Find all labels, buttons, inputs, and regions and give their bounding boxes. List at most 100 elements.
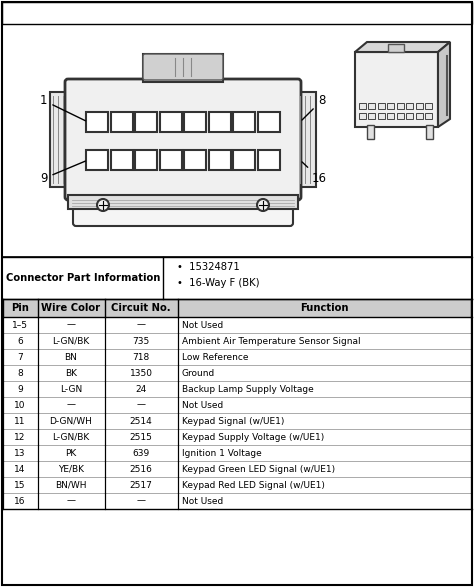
Bar <box>184 150 206 170</box>
Bar <box>416 103 423 109</box>
Bar <box>68 195 298 209</box>
Text: Ground: Ground <box>182 369 215 377</box>
Text: 2514: 2514 <box>129 417 152 426</box>
Text: BN: BN <box>64 353 77 362</box>
FancyBboxPatch shape <box>73 204 293 226</box>
Bar <box>407 113 413 119</box>
Bar <box>160 150 182 170</box>
Text: —: — <box>66 400 75 410</box>
Text: Keypad Green LED Signal (w/UE1): Keypad Green LED Signal (w/UE1) <box>182 464 335 474</box>
Text: BN/WH: BN/WH <box>55 481 87 490</box>
Circle shape <box>257 199 269 211</box>
Bar <box>426 103 432 109</box>
Bar <box>368 113 375 119</box>
Bar <box>359 113 366 119</box>
Bar <box>209 150 231 170</box>
Bar <box>50 92 72 187</box>
Text: —: — <box>137 321 146 329</box>
Text: 10: 10 <box>14 400 26 410</box>
Text: Ambient Air Temperature Sensor Signal: Ambient Air Temperature Sensor Signal <box>182 336 361 346</box>
Bar <box>2 24 472 257</box>
Text: 6: 6 <box>17 336 23 346</box>
Text: 15: 15 <box>14 481 26 490</box>
Bar <box>2 2 472 24</box>
Polygon shape <box>355 42 450 52</box>
Text: 12: 12 <box>14 433 26 441</box>
Text: 639: 639 <box>132 448 150 457</box>
Text: 2517: 2517 <box>129 481 153 490</box>
Text: PK: PK <box>65 448 77 457</box>
Bar <box>359 103 366 109</box>
Text: 11: 11 <box>14 417 26 426</box>
Text: Low Reference: Low Reference <box>182 353 248 362</box>
Text: 8: 8 <box>17 369 23 377</box>
Text: D-GN/WH: D-GN/WH <box>50 417 92 426</box>
Text: Not Used: Not Used <box>182 497 223 505</box>
Bar <box>397 113 404 119</box>
Bar <box>368 103 375 109</box>
Bar <box>160 112 182 132</box>
Bar <box>233 150 255 170</box>
Text: L-GN/BK: L-GN/BK <box>52 433 90 441</box>
Text: •  15324871: • 15324871 <box>177 262 240 272</box>
Bar <box>367 125 374 139</box>
Bar <box>2 299 472 317</box>
Text: 9: 9 <box>17 384 23 393</box>
Text: —: — <box>66 321 75 329</box>
Text: 735: 735 <box>132 336 150 346</box>
Text: 14: 14 <box>14 464 26 474</box>
Text: 1: 1 <box>40 94 85 121</box>
Bar <box>233 112 255 132</box>
Text: •  16-Way F (BK): • 16-Way F (BK) <box>177 278 259 288</box>
Bar <box>135 150 157 170</box>
Text: Inside Rearview Mirror: Inside Rearview Mirror <box>171 6 303 19</box>
Bar <box>388 103 394 109</box>
Text: 1–5: 1–5 <box>12 321 28 329</box>
Bar <box>355 52 438 127</box>
Bar <box>378 103 385 109</box>
Text: 8: 8 <box>302 94 325 120</box>
Text: Connector Part Information: Connector Part Information <box>6 273 161 283</box>
Text: 9: 9 <box>40 161 85 185</box>
Bar <box>258 112 280 132</box>
Text: —: — <box>137 497 146 505</box>
Bar <box>426 113 432 119</box>
Bar <box>416 113 423 119</box>
Polygon shape <box>438 42 450 127</box>
Text: Function: Function <box>300 303 348 313</box>
Bar <box>426 125 433 139</box>
Bar <box>294 92 316 187</box>
Text: 2516: 2516 <box>129 464 153 474</box>
Text: 16: 16 <box>302 162 327 185</box>
Bar <box>86 112 108 132</box>
Text: BK: BK <box>65 369 77 377</box>
FancyBboxPatch shape <box>143 54 223 80</box>
Text: 1350: 1350 <box>129 369 153 377</box>
Text: YE/BK: YE/BK <box>58 464 84 474</box>
Bar <box>110 112 133 132</box>
Bar <box>135 112 157 132</box>
Bar <box>143 54 223 82</box>
Text: Wire Color: Wire Color <box>41 303 100 313</box>
Bar <box>110 150 133 170</box>
Bar <box>86 150 108 170</box>
Text: 2515: 2515 <box>129 433 153 441</box>
Circle shape <box>97 199 109 211</box>
Text: Ignition 1 Voltage: Ignition 1 Voltage <box>182 448 262 457</box>
Text: —: — <box>66 497 75 505</box>
Text: 718: 718 <box>132 353 150 362</box>
Bar <box>184 112 206 132</box>
Bar <box>389 44 404 52</box>
Text: Keypad Signal (w/UE1): Keypad Signal (w/UE1) <box>182 417 284 426</box>
Text: Not Used: Not Used <box>182 400 223 410</box>
Text: Keypad Red LED Signal (w/UE1): Keypad Red LED Signal (w/UE1) <box>182 481 325 490</box>
Text: 13: 13 <box>14 448 26 457</box>
Text: Circuit No.: Circuit No. <box>111 303 171 313</box>
Bar <box>209 112 231 132</box>
Text: Not Used: Not Used <box>182 321 223 329</box>
Text: L-GN: L-GN <box>60 384 82 393</box>
Bar <box>258 150 280 170</box>
Text: 24: 24 <box>136 384 146 393</box>
Text: 7: 7 <box>17 353 23 362</box>
Bar <box>388 113 394 119</box>
